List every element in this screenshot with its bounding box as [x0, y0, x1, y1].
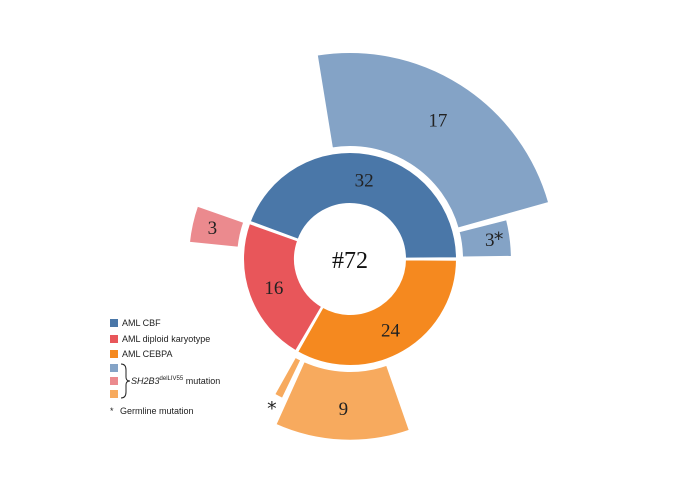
legend-mutation-label: SH2B3delLIV55 mutation: [131, 376, 220, 386]
legend-mutation-suffix: mutation: [183, 376, 220, 386]
inner-segment-2: [295, 258, 459, 367]
outer-segment-2: [187, 204, 246, 249]
legend-swatch-cbf: [110, 319, 118, 327]
inner-label-0: 32: [355, 171, 374, 192]
outer-segment-0: [457, 217, 513, 259]
legend-brace: [120, 363, 131, 399]
outer-segment-1: [315, 51, 551, 230]
legend-label-diploid: AML diploid karyotype: [122, 334, 210, 344]
legend-mutation-gene: SH2B3: [131, 376, 160, 386]
center-label: #72: [332, 248, 368, 274]
germline-marker-3: *: [267, 398, 277, 420]
outer-segment-4: [274, 359, 412, 442]
inner-label-2: 24: [381, 321, 401, 342]
outer-label-0: 3: [485, 230, 495, 251]
legend-swatch-mutation-cebpa: [110, 390, 118, 398]
legend-label-cbf: AML CBF: [122, 318, 161, 328]
legend-swatch-diploid: [110, 335, 118, 343]
legend-swatch-mutation-cbf: [110, 364, 118, 372]
inner-segment-1: [242, 221, 324, 353]
legend-swatch-mutation-diploid: [110, 377, 118, 385]
legend: AML CBF AML diploid karyotype AML CEBPA …: [110, 318, 220, 416]
legend-germline-symbol: *: [110, 406, 114, 416]
legend-germline-label: Germline mutation: [120, 406, 194, 416]
inner-ring: 32 16 24: [242, 151, 459, 367]
legend-swatch-cebpa: [110, 350, 118, 358]
legend-mutation-superscript: delLIV55: [160, 376, 184, 382]
outer-segment-3: [272, 355, 303, 401]
outer-label-2: 3: [208, 218, 218, 239]
inner-segment-0: [248, 151, 459, 260]
inner-label-1: 16: [264, 278, 283, 299]
legend-label-cebpa: AML CEBPA: [122, 349, 173, 359]
outer-label-1: 17: [428, 111, 447, 132]
outer-ring: 3 *173* 9: [187, 51, 551, 442]
outer-label-4: 9: [339, 399, 349, 420]
germline-marker-0: *: [494, 228, 504, 250]
